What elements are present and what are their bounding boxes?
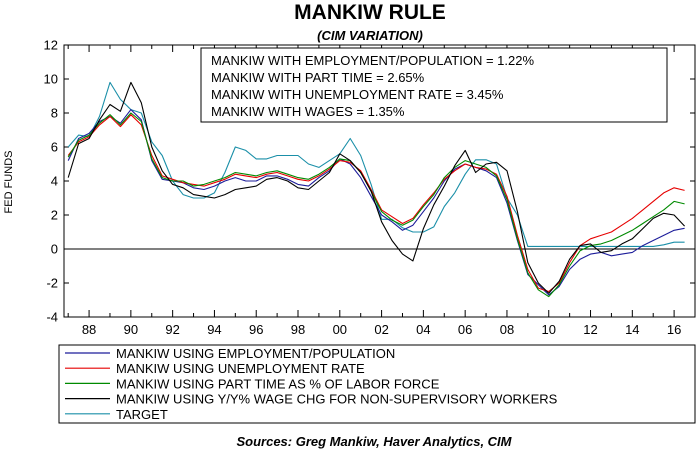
- x-tick-label-14: 16: [667, 322, 681, 337]
- annotation-box: MANKIW WITH EMPLOYMENT/POPULATION = 1.22…: [200, 47, 668, 123]
- x-tick-label-7: 02: [374, 322, 388, 337]
- y-tick-label-0: -4: [46, 310, 58, 325]
- y-tick-label-8: 12: [44, 38, 58, 53]
- x-tick-label-13: 14: [625, 322, 639, 337]
- x-tick-label-9: 06: [458, 322, 472, 337]
- series-line-1: [67, 114, 685, 293]
- x-tick-label-11: 10: [542, 322, 556, 337]
- series-line-3: [67, 81, 685, 294]
- y-tick-label-2: 0: [51, 242, 58, 257]
- y-axis-label: FED FUNDS: [3, 151, 15, 214]
- legend-entry-4: TARGET: [116, 407, 168, 422]
- x-tick-label-12: 12: [583, 322, 597, 337]
- chart-title: MANKIW RULE: [294, 1, 446, 24]
- y-tick-label-7: 10: [44, 72, 58, 87]
- legend-entry-1: MANKIW USING UNEMPLOYMENT RATE: [116, 361, 365, 376]
- x-tick-label-6: 00: [333, 322, 347, 337]
- x-tick-label-0: 88: [82, 322, 96, 337]
- annotation-line-3: MANKIW WITH UNEMPLOYMENT RATE = 3.45%: [211, 87, 504, 102]
- chart-subtitle: (CIM VARIATION): [317, 28, 423, 43]
- annotation-line-2: MANKIW WITH PART TIME = 2.65%: [211, 70, 425, 85]
- legend-entry-3: MANKIW USING Y/Y% WAGE CHG FOR NON-SUPER…: [116, 392, 558, 407]
- x-tick-label-4: 96: [249, 322, 263, 337]
- y-tick-label-4: 4: [51, 174, 58, 189]
- x-tick-label-3: 94: [207, 322, 221, 337]
- y-axis: -4 -2 0 2 4 6 8 10 12: [44, 38, 695, 325]
- x-axis: 88 90 92 94 96 98 00 02 04 06 08 10 12 14 16: [67, 45, 681, 337]
- y-tick-label-5: 6: [51, 140, 58, 155]
- legend-entry-2: MANKIW USING PART TIME AS % OF LABOR FOR…: [116, 376, 440, 391]
- legend: MANKIW USING EMPLOYMENT/POPULATIONMANKIW…: [58, 344, 696, 424]
- x-tick-label-1: 90: [124, 322, 138, 337]
- annotation-line-4: MANKIW WITH WAGES = 1.35%: [211, 104, 405, 119]
- annotation-line-1: MANKIW WITH EMPLOYMENT/POPULATION = 1.22…: [211, 53, 534, 68]
- x-tick-label-5: 98: [291, 322, 305, 337]
- series-line-2: [67, 112, 685, 298]
- series-lines: [67, 81, 685, 298]
- legend-entry-0: MANKIW USING EMPLOYMENT/POPULATION: [116, 346, 395, 361]
- source-note: Sources: Greg Mankiw, Haver Analytics, C…: [236, 434, 512, 449]
- y-tick-label-6: 8: [51, 106, 58, 121]
- x-tick-label-8: 04: [416, 322, 430, 337]
- y-tick-label-1: -2: [46, 276, 58, 291]
- y-tick-label-3: 2: [51, 208, 58, 223]
- x-tick-label-2: 92: [165, 322, 179, 337]
- x-tick-label-10: 08: [500, 322, 514, 337]
